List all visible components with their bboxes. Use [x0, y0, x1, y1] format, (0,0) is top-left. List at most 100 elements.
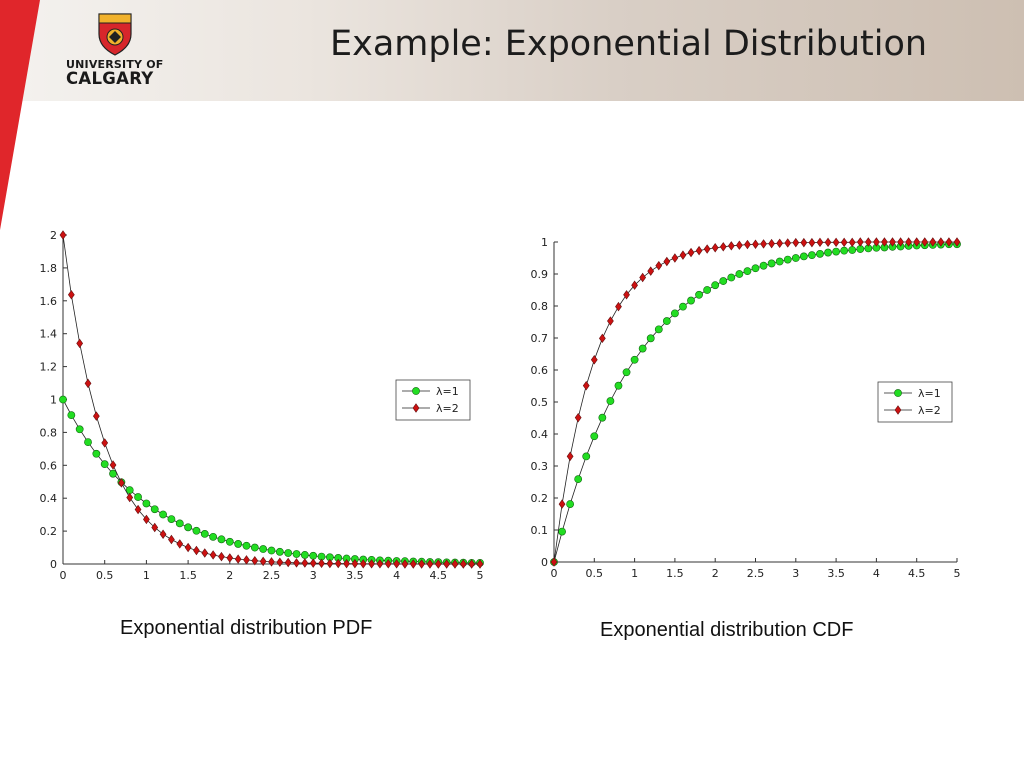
- cdf-point: [703, 244, 711, 254]
- cdf-x-tick-label: 1: [631, 567, 638, 580]
- cdf-point: [622, 368, 631, 377]
- cdf-point: [848, 237, 856, 248]
- cdf-point: [558, 499, 566, 509]
- pdf-x-tick-label: 2.5: [263, 569, 281, 582]
- cdf-point: [607, 316, 614, 326]
- pdf-y-tick-label: 0.8: [40, 426, 58, 439]
- cdf-point: [792, 237, 800, 248]
- pdf-point: [201, 548, 209, 558]
- pdf-point: [167, 515, 176, 523]
- cdf-point: [574, 475, 583, 484]
- pdf-y-tick-label: 1: [50, 394, 57, 407]
- pdf-point: [193, 545, 200, 556]
- pdf-point: [318, 558, 325, 569]
- pdf-point: [242, 541, 251, 550]
- pdf-point: [76, 338, 84, 349]
- pdf-point: [284, 557, 292, 568]
- pdf-point: [309, 551, 318, 560]
- cdf-point: [744, 239, 751, 250]
- pdf-point: [426, 559, 434, 569]
- pdf-point: [151, 522, 159, 533]
- cdf-x-tick-label: 0.5: [586, 567, 604, 580]
- cdf-point: [945, 237, 953, 247]
- pdf-point: [376, 559, 384, 569]
- cdf-point: [743, 267, 752, 276]
- cdf-point: [558, 527, 566, 536]
- cdf-point: [727, 241, 735, 251]
- cdf-point: [614, 381, 623, 390]
- cdf-point: [784, 238, 792, 248]
- cdf-point: [639, 272, 647, 283]
- pdf-point: [343, 558, 350, 569]
- cdf-legend-marker: [894, 389, 902, 397]
- logo-line-2: CALGARY: [66, 69, 154, 88]
- pdf-point: [476, 559, 484, 569]
- cdf-point: [638, 344, 647, 353]
- cdf-point: [711, 281, 720, 290]
- cdf-point: [759, 261, 768, 270]
- cdf-y-tick-label: 0.6: [531, 364, 549, 377]
- pdf-point: [443, 559, 451, 569]
- cdf-point: [889, 237, 896, 247]
- pdf-point: [359, 559, 367, 569]
- pdf-point: [100, 460, 109, 469]
- pdf-x-tick-label: 1: [143, 569, 150, 582]
- slide-title: Example: Exponential Distribution: [330, 24, 928, 64]
- pdf-series-line: [62, 399, 480, 564]
- cdf-point: [646, 334, 655, 343]
- pdf-point: [234, 540, 243, 548]
- pdf-point: [393, 559, 400, 569]
- cdf-y-tick-label: 0.5: [531, 396, 549, 409]
- cdf-point: [824, 248, 832, 257]
- cdf-point: [913, 237, 921, 247]
- pdf-legend-label: λ=1: [436, 385, 459, 398]
- cdf-point: [574, 412, 582, 423]
- cdf-point: [598, 413, 607, 422]
- cdf-y-tick-label: 0.1: [531, 524, 549, 537]
- cdf-x-tick-label: 4.5: [908, 567, 926, 580]
- cdf-point: [840, 237, 848, 248]
- cdf-point: [856, 237, 864, 247]
- pdf-point: [67, 289, 75, 300]
- cdf-x-tick-label: 2: [712, 567, 719, 580]
- pdf-point: [192, 526, 201, 535]
- cdf-point: [816, 237, 824, 248]
- pdf-point: [418, 559, 425, 569]
- pdf-point: [326, 558, 334, 569]
- pdf-y-tick-label: 1.6: [40, 295, 58, 308]
- pdf-point: [259, 556, 267, 567]
- cdf-y-tick-label: 0.7: [531, 332, 549, 345]
- pdf-x-tick-label: 0: [60, 569, 67, 582]
- cdf-point: [864, 237, 872, 247]
- pdf-point: [142, 499, 151, 508]
- pdf-point: [84, 378, 92, 389]
- pdf-point: [351, 558, 359, 569]
- pdf-y-tick-label: 1.4: [40, 328, 58, 341]
- cdf-point: [824, 237, 832, 248]
- pdf-point: [451, 559, 459, 569]
- cdf-point: [937, 237, 945, 247]
- cdf-y-tick-label: 0.2: [531, 492, 549, 505]
- cdf-point: [929, 237, 937, 247]
- cdf-caption: Exponential distribution CDF: [600, 619, 854, 641]
- pdf-legend-box: [395, 379, 471, 421]
- cdf-point: [566, 451, 574, 462]
- pdf-y-tick-label: 1.2: [40, 361, 58, 374]
- cdf-legend: λ=1λ=2: [877, 381, 953, 423]
- cdf-point: [775, 257, 784, 266]
- pdf-point: [434, 559, 442, 569]
- pdf-point: [409, 559, 417, 569]
- pdf-y-tick-label: 0.4: [40, 492, 58, 505]
- cdf-x-tick-label: 5: [954, 567, 961, 580]
- pdf-point: [101, 438, 109, 448]
- pdf-point: [468, 559, 476, 569]
- pdf-point: [243, 555, 250, 565]
- pdf-point: [184, 523, 192, 532]
- pdf-point: [184, 542, 192, 553]
- cdf-y-tick-label: 0.8: [531, 300, 549, 313]
- cdf-point: [687, 247, 695, 258]
- pdf-x-tick-label: 3: [310, 569, 317, 582]
- cdf-point: [832, 237, 840, 248]
- cdf-point: [606, 397, 615, 405]
- pdf-point: [150, 505, 159, 514]
